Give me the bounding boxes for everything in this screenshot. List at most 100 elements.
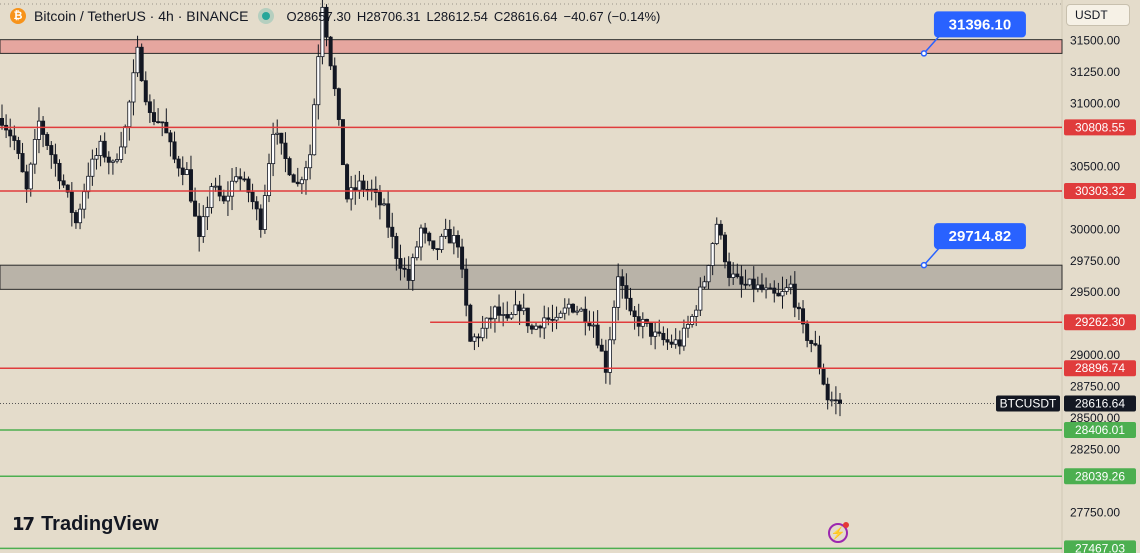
candle-body (98, 140, 103, 156)
candle-body (751, 278, 756, 290)
candle (106, 151, 111, 175)
y-tick-label: 28000.00 (1070, 474, 1120, 488)
candle (595, 310, 600, 349)
candle-body (681, 327, 686, 347)
candle (714, 217, 719, 246)
candle-body (710, 243, 715, 266)
candle-body (156, 121, 161, 124)
candle-body (805, 323, 810, 341)
candle (73, 210, 78, 229)
candle-body (340, 119, 345, 166)
candle-body (686, 324, 691, 329)
candle-body (8, 129, 13, 137)
candle (825, 377, 830, 410)
candle (439, 233, 444, 253)
candle-body (792, 283, 797, 308)
candle-body (698, 286, 703, 311)
candle-body (258, 208, 263, 230)
candle (332, 57, 337, 96)
candle (780, 276, 785, 309)
symbol-label: BTCUSDT (1000, 397, 1057, 411)
candle (184, 162, 189, 176)
candle-body (776, 292, 781, 297)
candle-body (669, 341, 674, 345)
currency-select[interactable]: USDT (1066, 4, 1130, 26)
candle (821, 363, 826, 386)
candle-body (86, 175, 91, 193)
candle-body (480, 327, 485, 339)
candle-body (0, 118, 4, 126)
candle-body (599, 344, 604, 352)
candle-body (201, 216, 206, 237)
candle-body (12, 135, 17, 141)
candle (406, 256, 411, 289)
candle-body (316, 56, 321, 106)
candle-body (612, 306, 617, 341)
symbol-label-box (996, 395, 1060, 412)
candle-body (488, 317, 493, 320)
candle-body (209, 186, 214, 208)
candle (115, 153, 120, 164)
candle (69, 182, 74, 227)
candle (525, 307, 530, 333)
candle (303, 160, 308, 195)
candle-body (809, 340, 814, 344)
candle-body (706, 265, 711, 283)
candle-body (320, 6, 325, 58)
candle-body (632, 310, 637, 318)
candle (349, 175, 354, 211)
candle-body (821, 367, 826, 385)
symbol-title[interactable]: Bitcoin / TetherUS · 4h · BINANCE (34, 8, 249, 24)
candle (131, 59, 136, 116)
candle-body (501, 314, 506, 316)
candle (230, 168, 235, 211)
candle (476, 333, 481, 348)
candle-body (271, 133, 276, 165)
candle-body (283, 142, 288, 159)
candle-body (180, 167, 185, 175)
candle-body (65, 184, 70, 193)
candle-body (628, 297, 633, 312)
candle-body (743, 283, 748, 286)
candle (801, 300, 806, 334)
candle (686, 315, 691, 338)
candle-body (735, 273, 740, 278)
candle (287, 156, 292, 177)
flash-icon[interactable]: ⚡ (828, 522, 849, 543)
candle-body (431, 240, 436, 250)
candle-body (168, 132, 173, 143)
candle (722, 231, 727, 269)
candle-body (591, 324, 596, 327)
candle (197, 203, 202, 252)
candle (139, 43, 144, 82)
candle (607, 326, 612, 385)
candle-body (221, 195, 226, 202)
candle-body (369, 188, 374, 191)
candle (796, 302, 801, 320)
candle (267, 153, 272, 203)
currency-select-value: USDT (1075, 8, 1108, 22)
candle-body (69, 191, 74, 213)
candle (464, 258, 469, 317)
level-label-4: 28406.01 (1075, 423, 1125, 437)
y-tick-label: 29250.00 (1070, 317, 1120, 331)
candle (690, 314, 695, 328)
last-price-box (1064, 395, 1136, 412)
tradingview-watermark[interactable]: 𝟭𝟳 TradingView (12, 513, 159, 536)
candle (706, 264, 711, 289)
candle-body (78, 208, 83, 224)
candle (90, 149, 95, 186)
candle (628, 287, 633, 316)
candle (517, 300, 522, 325)
candle-body (312, 104, 317, 156)
candle (156, 108, 161, 124)
level-label-box-5 (1064, 468, 1136, 485)
candle (702, 275, 707, 289)
candle-body (838, 399, 843, 404)
candle (431, 240, 436, 251)
tradingview-logo-icon: 𝟭𝟳 (12, 514, 35, 534)
candle (8, 118, 13, 148)
candle-body (833, 399, 838, 402)
candle-body (328, 36, 333, 67)
